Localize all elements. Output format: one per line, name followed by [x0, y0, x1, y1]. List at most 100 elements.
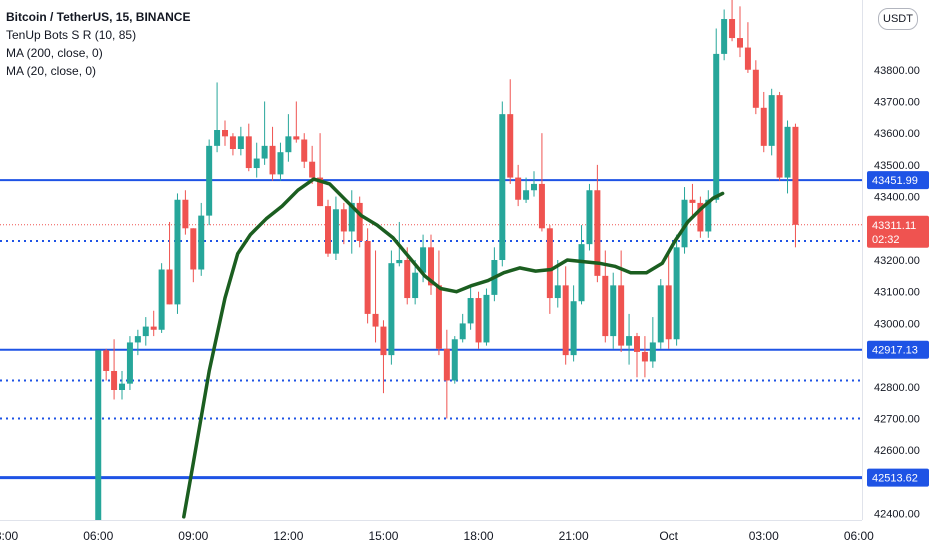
- x-tick-label-2: 09:00: [178, 529, 208, 543]
- candle-body-12: [190, 228, 197, 270]
- y-tick-label-8: 42800.00: [874, 382, 920, 394]
- last-price-label: 43311.11: [872, 220, 916, 232]
- legend-indicator-ma200[interactable]: MA (200, close, 0): [6, 46, 103, 60]
- x-tick-label-1: 06:00: [83, 529, 113, 543]
- candle-body-20: [253, 158, 260, 169]
- candle-body-36: [380, 326, 387, 356]
- candle-body-49: [483, 294, 490, 343]
- candle-body-39: [404, 260, 411, 299]
- y-tick-label-10: 42600.00: [874, 445, 920, 457]
- candle-body-84: [760, 107, 767, 146]
- x-tick-label-5: 18:00: [464, 529, 494, 543]
- candle-body-19: [245, 136, 252, 169]
- y-tick-label-4: 43400.00: [874, 192, 920, 204]
- last-price-tag: [867, 215, 929, 248]
- candle-body-64: [602, 275, 609, 337]
- candle-body-5: [134, 336, 141, 343]
- price-axis: [862, 0, 932, 550]
- candle-body-43: [435, 285, 442, 349]
- x-tick-label-7: Oct: [659, 529, 678, 543]
- price-tag-1: [867, 340, 929, 359]
- candle-body-4: [126, 342, 133, 384]
- candle-body-77: [705, 199, 712, 232]
- candle-body-60: [570, 301, 577, 356]
- x-tick-label-4: 15:00: [368, 529, 398, 543]
- candle-body-6: [142, 326, 149, 337]
- candle-body-34: [364, 240, 371, 314]
- y-tick-label-1: 43700.00: [874, 96, 920, 108]
- candle-body-42: [428, 247, 434, 286]
- candle-body-67: [626, 336, 633, 346]
- candle-body-69: [641, 351, 648, 362]
- y-tick-label-6: 43100.00: [874, 287, 920, 299]
- candle-body-15: [214, 130, 221, 146]
- y-tick-label-11: 42400.00: [874, 509, 920, 521]
- price-tag-0: [867, 171, 929, 190]
- candle-body-27: [309, 161, 316, 178]
- candle-body-3: [119, 383, 126, 390]
- candle-body-23: [277, 152, 284, 175]
- x-tick-label-8: 03:00: [749, 529, 779, 543]
- candle-body-14: [206, 145, 213, 216]
- candle-body-10: [174, 199, 181, 305]
- candle-body-62: [586, 190, 593, 245]
- candle-body-78: [713, 53, 720, 200]
- price-tag-label-0: 43451.99: [872, 175, 918, 187]
- candle-body-40: [412, 272, 419, 299]
- candle-body-31: [340, 209, 347, 232]
- candle-body-68: [633, 336, 640, 352]
- candle-body-13: [198, 215, 205, 270]
- candle-body-11: [182, 199, 189, 229]
- candle-body-52: [507, 114, 514, 178]
- candle-body-18: [237, 136, 244, 150]
- candle-body-54: [523, 190, 530, 200]
- legend-indicator-ma20[interactable]: MA (20, close, 0): [6, 64, 97, 78]
- countdown-label: 02:32: [872, 234, 900, 246]
- candle-body-87: [784, 126, 791, 178]
- candle-body-21: [261, 145, 268, 159]
- candle-body-44: [443, 348, 450, 381]
- candle-body-75: [689, 199, 696, 203]
- legend-indicator-sr[interactable]: TenUp Bots S R (10, 85): [6, 28, 137, 42]
- candle-body-56: [538, 183, 545, 229]
- candle-body-46: [459, 323, 466, 340]
- price-tag-label-2: 42513.62: [872, 473, 918, 485]
- x-tick-label-3: 12:00: [273, 529, 303, 543]
- legend-symbol-title[interactable]: Bitcoin / TetherUS, 15, BINANCE: [6, 10, 191, 24]
- y-tick-label-0: 43800.00: [874, 65, 920, 77]
- candle-body-38: [396, 260, 403, 264]
- candle-body-88: [792, 126, 799, 225]
- candle-body-17: [229, 136, 236, 150]
- y-tick-label-2: 43600.00: [874, 128, 920, 140]
- candle-body-73: [673, 247, 680, 340]
- candle-body-32: [348, 202, 355, 232]
- candle-body-41: [420, 247, 427, 273]
- candle-body-8: [158, 269, 165, 330]
- x-tick-label-6: 21:00: [559, 529, 589, 543]
- candle-body-80: [729, 19, 736, 39]
- candle-body-30: [332, 209, 339, 254]
- candle-body-74: [681, 199, 688, 248]
- currency-button[interactable]: USDT: [878, 8, 918, 30]
- candle-body-79: [721, 19, 728, 54]
- candle-body-22: [269, 145, 276, 175]
- candle-body-25: [293, 136, 300, 140]
- candle-body-0: [95, 350, 102, 520]
- candle-body-76: [697, 202, 704, 232]
- candle-body-29: [325, 206, 332, 254]
- candle-body-63: [594, 190, 601, 276]
- candle-body-59: [562, 285, 569, 356]
- candle-body-57: [546, 228, 553, 299]
- candle-body-47: [467, 298, 474, 324]
- y-tick-label-5: 43200.00: [874, 255, 920, 267]
- chart-legend: Bitcoin / TetherUS, 15, BINANCE TenUp Bo…: [6, 8, 190, 80]
- candle-body-53: [515, 177, 522, 200]
- candle-body-71: [657, 285, 664, 343]
- candle-body-37: [388, 263, 395, 356]
- x-tick-label-0: 03:00: [0, 529, 19, 543]
- candle-body-24: [285, 136, 292, 153]
- candle-body-61: [578, 244, 585, 302]
- candle-body-28: [317, 177, 324, 207]
- y-tick-label-7: 43000.00: [874, 318, 920, 330]
